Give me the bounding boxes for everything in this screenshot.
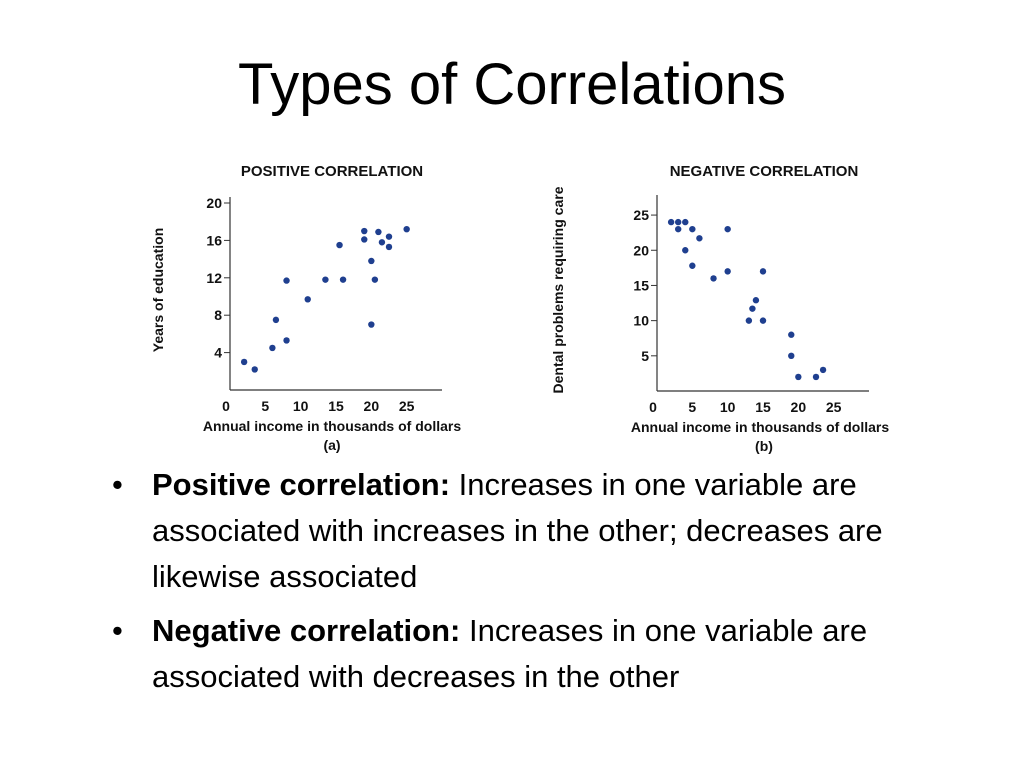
positive-correlation-chart: POSITIVE CORRELATION Years of education … [150,163,461,453]
data-point [682,218,689,226]
y-axis-label: Years of education [150,228,166,352]
data-point [272,316,280,324]
bullet-term: Negative correlation: [152,613,461,648]
data-point [749,305,756,312]
y-tick-label: 4 [214,345,222,361]
y-tick-label: 5 [641,348,649,364]
data-point [710,275,717,282]
x-tick-label: 10 [293,398,309,414]
y-tick-label: 8 [214,307,222,323]
data-point [336,241,343,249]
x-tick-label: 5 [261,398,269,414]
data-point [283,337,290,344]
data-point [283,277,290,284]
y-tick-label: 20 [633,242,649,258]
tick-labels: 4 8 12 16 20 0 5 10 15 20 25 [206,195,414,414]
bullet-term: Positive correlation: [152,467,451,502]
data-point [339,276,347,283]
x-tick-label: 25 [826,399,842,415]
axes [651,195,869,392]
chart-sublabel: (b) [755,438,773,454]
data-point [361,227,368,235]
data-point [304,296,311,303]
y-tick-label: 15 [633,277,649,293]
bullet-text: Increases in one variable are associated… [152,467,883,594]
data-point [667,218,675,226]
data-point [371,276,379,283]
slide-title: Types of Correlations [237,52,787,117]
x-tick-label: 15 [755,399,771,415]
x-tick-label: 25 [399,398,415,414]
data-point [759,268,767,275]
data-point [759,317,767,324]
x-axis-label: Annual income in thousands of dollars [203,418,461,434]
data-point [745,317,753,324]
x-tick-label: 20 [791,399,807,415]
y-axis-label: Dental problems requiring care [550,186,566,393]
x-tick-label: 0 [222,398,230,414]
data-point [403,225,410,233]
data-point [368,257,375,265]
x-tick-label: 10 [720,399,736,415]
x-tick-label: 5 [688,399,696,415]
bullet-marker: • [112,467,123,502]
data-point [675,218,682,226]
y-tick-label: 20 [206,195,222,211]
data-point [788,352,795,360]
chart-title: NEGATIVE CORRELATION [670,163,859,180]
data-point [682,247,689,254]
data-point [795,373,802,381]
data-point [689,225,696,233]
bullet-text: Increases in one variable are associated… [152,613,868,694]
data-point [819,366,827,374]
y-tick-label: 25 [633,207,649,223]
y-tick-label: 10 [633,313,649,329]
chart-title: POSITIVE CORRELATION [241,163,423,180]
data-point [385,233,393,240]
data-points [667,218,827,381]
x-axis-label: Annual income in thousands of dollars [631,419,889,435]
negative-correlation-chart: NEGATIVE CORRELATION Dental problems req… [550,163,889,454]
y-tick-label: 12 [206,270,222,286]
data-point [752,297,760,304]
data-point [322,276,329,283]
data-point [696,235,703,242]
data-point [788,331,795,338]
data-point [689,262,696,269]
x-tick-label: 0 [649,399,657,415]
bullet-negative-correlation: • Negative correlation: Increases in one… [110,608,990,700]
tick-labels: 5 10 15 20 25 0 5 10 15 20 25 [633,207,841,415]
x-tick-label: 20 [364,398,380,414]
y-tick-label: 16 [206,232,222,248]
bullet-positive-correlation: • Positive correlation: Increases in one… [110,462,990,600]
data-points [240,225,410,373]
bullet-marker: • [112,613,123,648]
data-point [251,366,258,373]
data-point [675,225,682,233]
axes [224,197,442,391]
data-point [385,243,393,251]
data-point [724,268,731,275]
data-point [378,239,386,246]
x-tick-label: 15 [328,398,344,414]
chart-sublabel: (a) [323,437,340,453]
data-point [269,344,276,352]
data-point [812,373,820,381]
data-point [368,321,375,328]
data-point [240,358,248,366]
data-point [361,236,368,243]
bullet-list: • Positive correlation: Increases in one… [110,462,990,708]
data-point [375,228,382,236]
data-point [724,225,731,233]
